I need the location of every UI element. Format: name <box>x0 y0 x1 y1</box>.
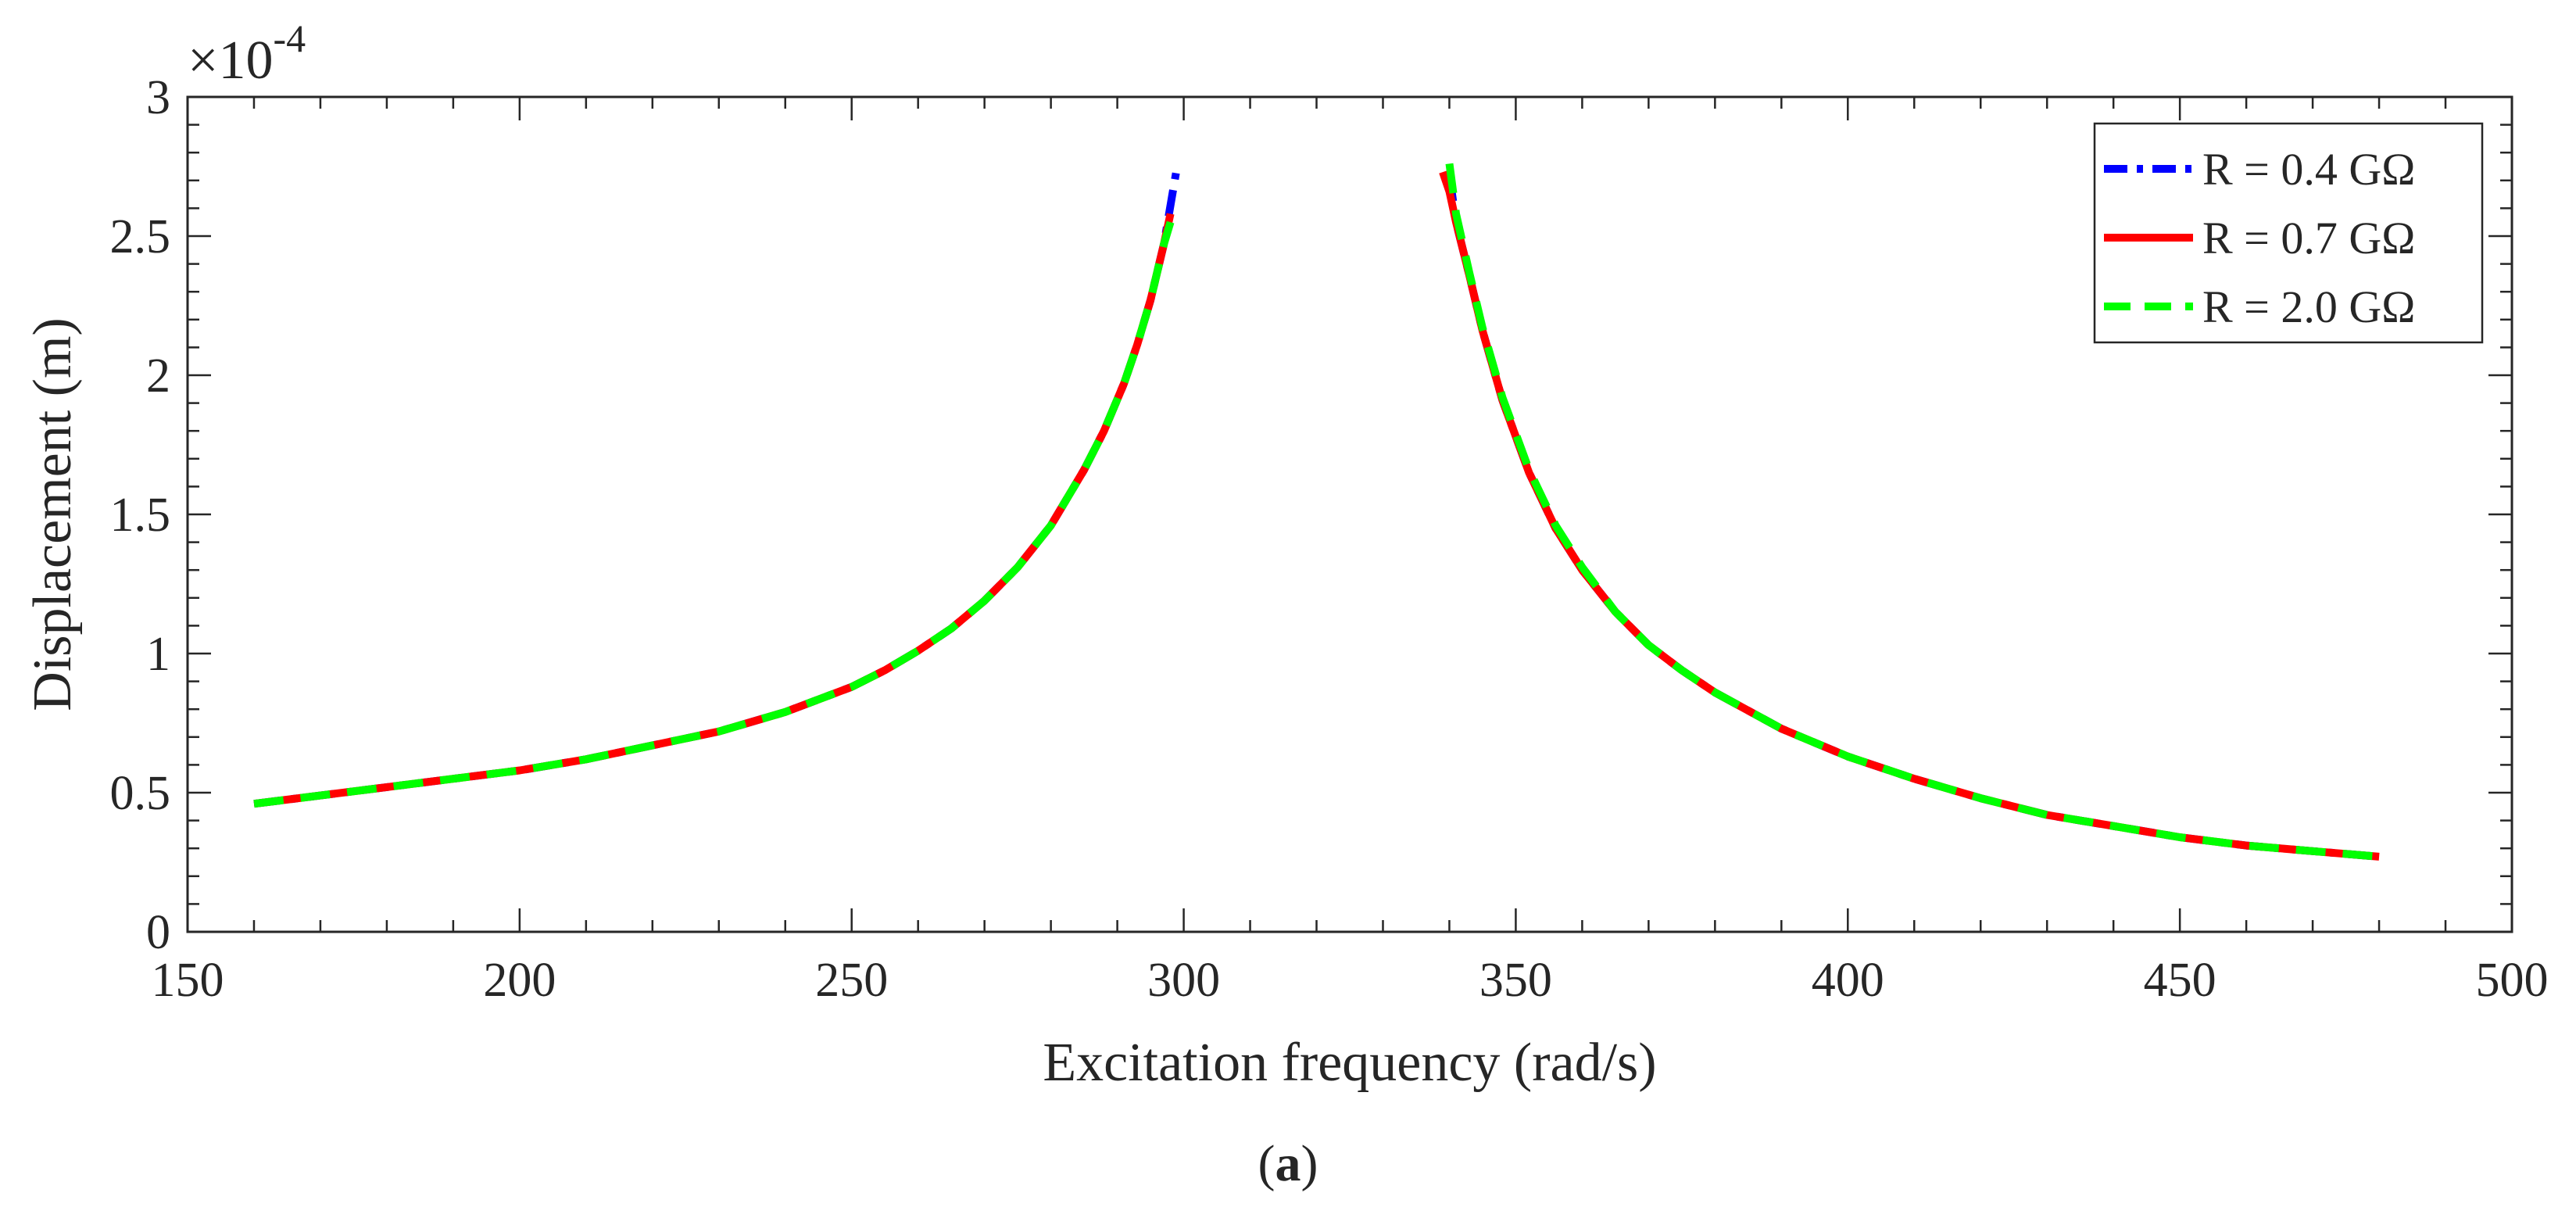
y-exponent-label: ×10-4 <box>188 16 306 91</box>
figure-caption: (a) <box>1258 1135 1318 1192</box>
y-axis-label: Displacement (m) <box>23 317 83 711</box>
caption-letter: a <box>1275 1135 1301 1192</box>
x-tick-label: 500 <box>2476 954 2549 1007</box>
y-tick-label: 2 <box>146 349 170 403</box>
series-3 <box>253 163 2380 861</box>
legend: R = 0.4 GΩ R = 0.7 GΩ R = 2.0 GΩ <box>2093 122 2484 344</box>
caption-close: ) <box>1301 1135 1318 1192</box>
x-tick-label: 250 <box>815 954 888 1007</box>
y-tick-label: 3 <box>146 71 170 124</box>
series-3-line-segment-2 <box>1445 163 2380 861</box>
x-tick-label: 350 <box>1479 954 1552 1007</box>
legend-label-2: R = 0.7 GΩ <box>2202 213 2415 263</box>
x-tick-label: 400 <box>1812 954 1884 1007</box>
data-series <box>253 163 2380 861</box>
axis-tick-labels: 150 200 250 300 350 400 450 500 0 0.5 1 1.5 2 2.5 3 <box>110 71 2549 1007</box>
x-tick-label: 200 <box>483 954 556 1007</box>
x-tick-label: 300 <box>1147 954 1220 1007</box>
x-tick-label: 150 <box>152 954 224 1007</box>
caption-open: ( <box>1258 1135 1275 1192</box>
y-tick-label: 2.5 <box>110 210 171 263</box>
series-3-line-segment-1 <box>253 220 1175 808</box>
legend-label-3: R = 2.0 GΩ <box>2202 281 2415 332</box>
y-tick-label: 0.5 <box>110 767 171 820</box>
axis-ticks <box>186 95 2513 933</box>
y-exponent-power: -4 <box>273 16 306 60</box>
legend-label-1: R = 0.4 GΩ <box>2202 144 2415 195</box>
y-tick-label: 0 <box>146 906 170 959</box>
y-tick-label: 1.5 <box>110 489 171 542</box>
y-exponent-base: ×10 <box>188 30 273 91</box>
x-axis-label: Excitation frequency (rad/s) <box>1043 1033 1656 1093</box>
y-tick-label: 1 <box>146 628 170 681</box>
x-tick-label: 450 <box>2144 954 2216 1007</box>
